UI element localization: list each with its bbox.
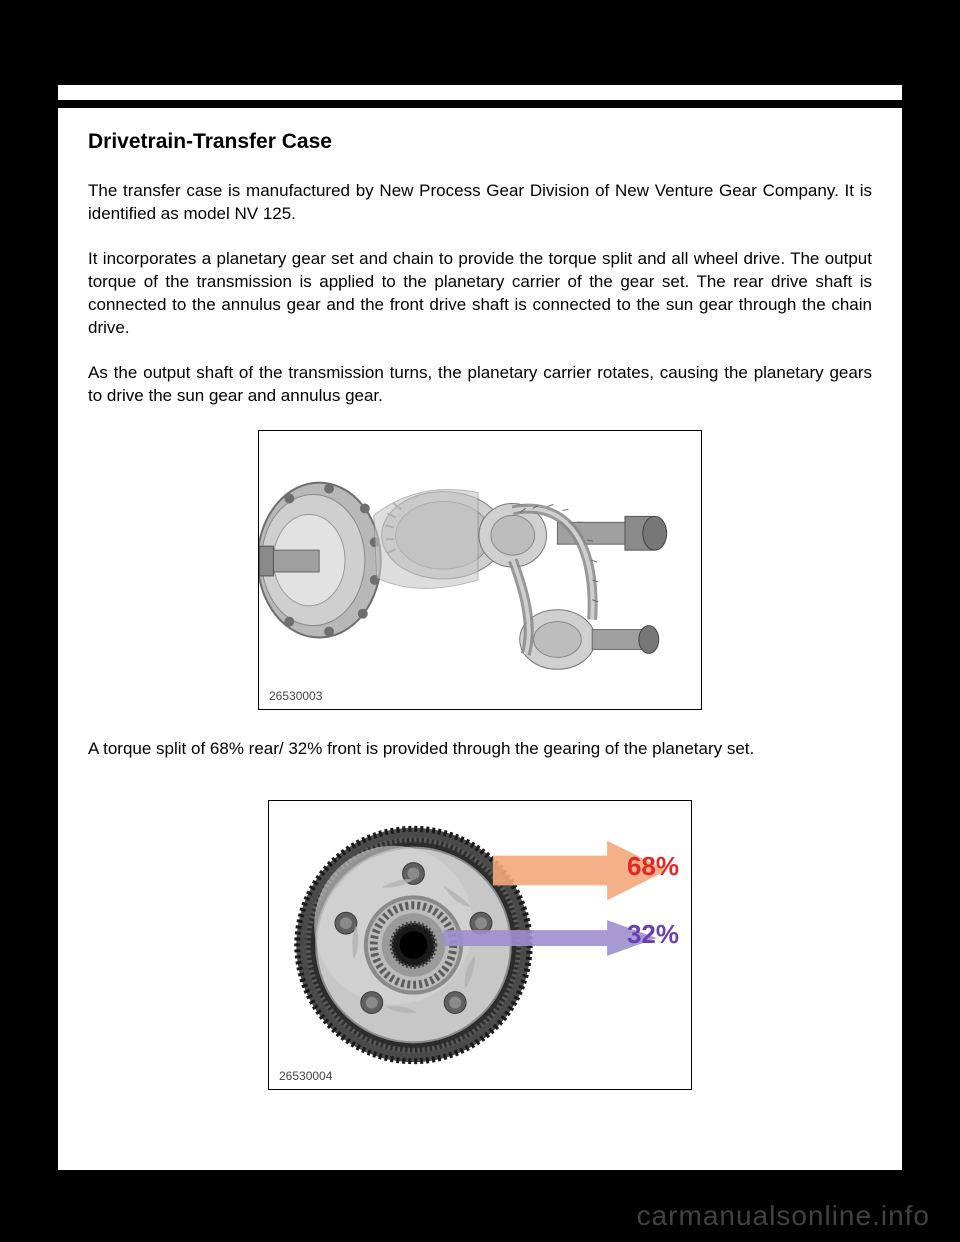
figure-torque-split: 68% 32% 26530004 [268,800,692,1090]
figure-caption: 26530003 [269,689,322,703]
page-content: Drivetrain-Transfer Case The transfer ca… [88,130,872,1118]
paragraph: The transfer case is manufactured by New… [88,180,872,226]
torque-rear-label: 68% [627,851,679,882]
paragraph: As the output shaft of the transmission … [88,362,872,408]
section-heading: Drivetrain-Transfer Case [88,130,872,154]
header-rule [58,100,902,108]
figure-transfer-case-cutaway: 26530003 [258,430,702,710]
figure-caption: 26530004 [279,1069,332,1083]
transfer-case-svg [259,431,701,709]
torque-front-label: 32% [627,919,679,950]
watermark: carmanualsonline.info [637,1200,930,1232]
paragraph: It incorporates a planetary gear set and… [88,248,872,340]
page-number: 29 [867,1145,884,1162]
paragraph: A torque split of 68% rear/ 32% front is… [88,738,872,761]
